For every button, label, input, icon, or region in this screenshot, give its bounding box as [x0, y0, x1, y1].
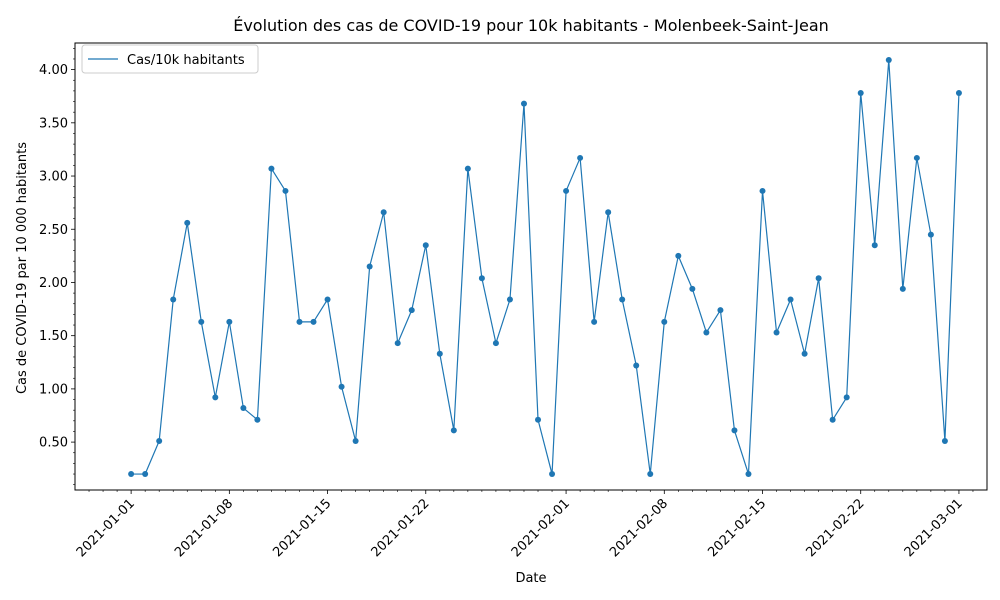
data-point: [843, 394, 850, 401]
data-point: [633, 362, 640, 369]
y-tick-label: 1.50: [39, 329, 68, 344]
y-axis-ticks: 0.50 1.00 1.50 2.00 2.50 3.00 3.50 4.00: [39, 48, 75, 485]
x-tick-label: 2021-01-22: [369, 496, 433, 560]
data-point: [156, 438, 163, 445]
data-point: [647, 471, 654, 478]
data-point: [829, 416, 836, 423]
data-point: [394, 340, 401, 347]
data-point: [759, 187, 766, 194]
data-point: [408, 307, 415, 314]
x-tick-label: 2021-02-22: [804, 496, 868, 560]
data-point: [773, 329, 780, 336]
series-line-cas-10k: [131, 59, 960, 475]
data-point: [254, 416, 261, 423]
data-point: [955, 90, 962, 97]
data-point: [605, 209, 612, 216]
x-axis-ticks: 2021-01-01 2021-01-08 2021-01-15 2021-01-22…: [74, 490, 974, 560]
legend-box: [81, 44, 259, 74]
plot-area: [74, 42, 988, 491]
data-point: [689, 285, 696, 292]
data-point: [338, 383, 345, 390]
data-point: [563, 187, 570, 194]
data-point: [661, 318, 668, 325]
y-tick-label: 4.00: [39, 63, 68, 78]
data-point: [577, 154, 584, 161]
data-point: [703, 329, 710, 336]
data-point: [549, 471, 556, 478]
data-point: [422, 242, 429, 249]
data-point: [478, 275, 485, 282]
data-point: [871, 242, 878, 249]
data-point: [899, 285, 906, 292]
data-point: [450, 427, 457, 434]
data-point: [787, 296, 794, 303]
data-point: [885, 57, 892, 64]
data-point: [675, 252, 682, 259]
x-tick-label: 2021-01-08: [172, 496, 236, 560]
data-point: [366, 263, 373, 270]
data-point: [717, 307, 724, 314]
data-point: [927, 231, 934, 238]
y-axis-label: Cas de COVID-19 par 10 000 habitants: [15, 142, 30, 394]
data-point: [506, 296, 513, 303]
data-point: [801, 350, 808, 357]
x-tick-label: 2021-02-15: [705, 496, 769, 560]
y-tick-label: 2.00: [39, 276, 68, 291]
data-point: [380, 209, 387, 216]
data-point: [941, 438, 948, 445]
x-tick-label: 2021-01-01: [74, 496, 138, 560]
data-point: [352, 438, 359, 445]
data-point: [535, 416, 542, 423]
data-point: [731, 427, 738, 434]
chart-title: Évolution des cas de COVID-19 pour 10k h…: [233, 16, 829, 35]
x-tick-label: 2021-03-01: [902, 496, 966, 560]
data-point: [913, 154, 920, 161]
data-point: [212, 394, 219, 401]
data-point: [198, 318, 205, 325]
data-point: [226, 318, 233, 325]
y-tick-label: 1.00: [39, 382, 68, 397]
data-point: [745, 471, 752, 478]
data-point: [170, 296, 177, 303]
x-tick-label: 2021-02-08: [607, 496, 671, 560]
legend-entry: Cas/10k habitants: [127, 53, 245, 68]
data-point: [591, 318, 598, 325]
data-point: [520, 100, 527, 107]
data-point: [310, 318, 317, 325]
y-tick-label: 3.50: [39, 116, 68, 131]
data-point: [436, 350, 443, 357]
data-point: [464, 165, 471, 172]
data-point: [296, 318, 303, 325]
data-point: [128, 471, 135, 478]
data-point: [142, 471, 149, 478]
data-point: [240, 405, 247, 412]
x-axis-label: Date: [515, 571, 546, 586]
data-point: [492, 340, 499, 347]
y-tick-label: 3.00: [39, 170, 68, 185]
data-point: [857, 90, 864, 97]
legend: Cas/10k habitants: [81, 44, 259, 74]
data-point: [268, 165, 275, 172]
data-point: [184, 219, 191, 226]
y-tick-label: 0.50: [39, 436, 68, 451]
x-tick-label: 2021-02-01: [509, 496, 573, 560]
plot-frame: [74, 42, 988, 491]
data-point: [282, 187, 289, 194]
data-point: [815, 275, 822, 282]
x-tick-label: 2021-01-15: [270, 496, 334, 560]
y-tick-label: 2.50: [39, 223, 68, 238]
data-point: [619, 296, 626, 303]
data-point: [324, 296, 331, 303]
